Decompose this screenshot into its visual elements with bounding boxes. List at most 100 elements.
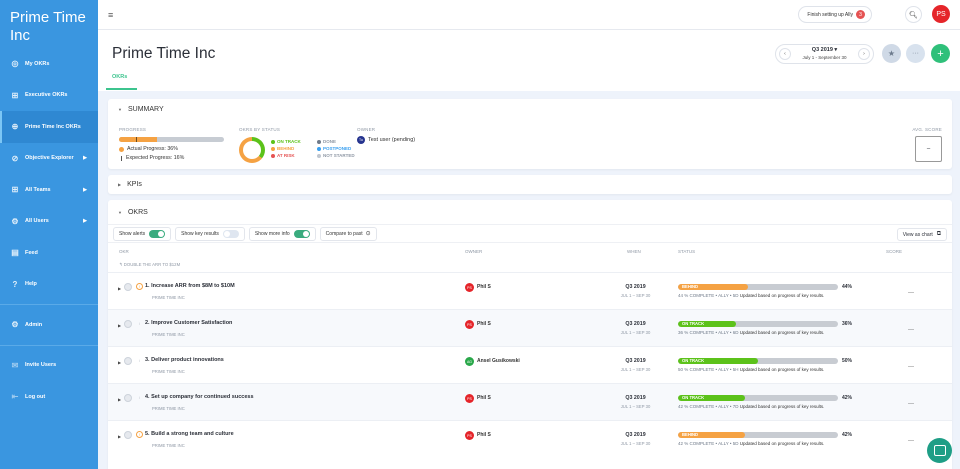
star-icon[interactable]: ★ [882,44,901,63]
status-label: OKRS BY STATUS [239,127,281,132]
show-alerts-toggle[interactable]: Show alerts [113,226,172,241]
compare-to-past-button[interactable]: Compare to past ⊙ [319,226,377,241]
period-selector[interactable]: ‹ Q3 2019 ▾ July 1 - September 30 › [775,44,874,64]
warning-icon[interactable]: ! [136,283,143,290]
expand-caret-icon[interactable]: ▶ [118,397,122,402]
sidebar-item-invite-users[interactable]: ✉ Invite Users [0,350,98,382]
summary-header[interactable]: ▼ SUMMARY [108,99,952,119]
summary-section: ▼ SUMMARY PROGRESS Actual Progress: 36% E… [108,99,952,169]
status-progress-bar: ON TRACK [678,358,838,364]
toggle-switch[interactable] [149,229,166,238]
owner-avatar: AG [465,357,474,366]
view-as-chart-button[interactable]: View as chart ⧉ [896,228,947,241]
search-icon[interactable]: 🔍︎ [905,6,922,23]
status-badge: ON TRACK [678,321,736,327]
sidebar-item-help[interactable]: ? Help [0,269,98,301]
okr-row[interactable]: ▶ ! 1. Increase ARR from $8M to $10M PRI… [108,272,952,309]
status-badge: BEHIND [678,432,746,438]
finish-setup-button[interactable]: Finish setting up Ally 3 [798,6,872,23]
logout-icon: ⇤ [11,392,19,402]
parent-objective[interactable]: ↰ DOUBLE THE ARR TO $12M [119,262,181,267]
add-icon[interactable]: + [931,44,950,63]
show-key-results-toggle[interactable]: Show key results [175,226,245,241]
status-progress-bar: BEHIND [678,284,838,290]
owner-name[interactable]: Phil S [477,284,491,290]
warning-icon[interactable]: ! [136,431,143,438]
when-dates: JUL 1 – SEP 30 [620,293,651,298]
hamburger-menu-icon[interactable]: ≡ [108,9,114,20]
owner-name[interactable]: Phil S [477,432,491,438]
info-icon[interactable]: i [139,395,140,400]
progress-percent: 42% [842,432,853,438]
status-meta: 44 % COMPLETE • ALLY • 5D Updated based … [678,293,825,298]
owner-name[interactable]: Phil S [477,321,491,327]
prev-period-icon[interactable]: ‹ [779,48,791,60]
envelope-icon: ✉ [11,360,19,370]
toggle-switch[interactable] [293,229,310,238]
sidebar-item-admin[interactable]: ⚙ Admin [0,309,98,341]
chat-widget-icon[interactable] [927,438,952,463]
okrs-header[interactable]: ▼ OKRS [108,200,952,224]
toggle-switch[interactable] [222,229,239,238]
progress-percent: 36% [842,321,853,327]
okr-team: PRIME TIME INC [152,332,185,337]
okr-title[interactable]: 1. Increase ARR from $8M to $10M [145,283,235,289]
status-legend-item: POSTPONED [317,146,351,151]
expand-caret-icon[interactable]: ▶ [118,286,122,291]
col-okr: OKR [119,249,129,254]
okrs-title: OKRS [127,208,148,216]
expand-caret-icon[interactable]: ▶ [118,323,122,328]
status-badge: ON TRACK [678,395,746,401]
tab-okrs[interactable]: OKRs [112,74,128,80]
sidebar-divider [0,304,98,305]
okr-title[interactable]: 2. Improve Customer Satisfaction [145,320,233,326]
okr-title[interactable]: 4. Set up company for continued success [145,394,254,400]
user-avatar[interactable]: PS [932,5,950,23]
teams-icon: ⊞ [11,185,19,195]
okr-title[interactable]: 5. Build a strong team and culture [145,431,234,437]
sidebar-item-all-teams[interactable]: ⊞ All Teams ▶ [0,174,98,206]
help-icon: ? [12,279,18,289]
sidebar-item-label: Help [25,281,37,288]
expand-caret-icon[interactable]: ▶ [118,434,122,439]
next-period-icon[interactable]: › [858,48,870,60]
sidebar-item-log-out[interactable]: ⇤ Log out [0,381,98,413]
owner-name[interactable]: Ansel Gusikowski [477,358,520,364]
sidebar-item-prime-time-inc-okrs[interactable]: ⊕ Prime Time Inc OKRs [0,111,98,143]
sidebar-item-objective-explorer[interactable]: ⊘ Objective Explorer ▶ [0,143,98,175]
more-options-icon[interactable]: ··· [906,44,925,63]
chevron-right-icon: ▶ [83,155,87,162]
parent-arrow-icon: ↰ [119,262,124,267]
globe-icon [124,431,132,439]
summary-title: SUMMARY [127,105,164,113]
kpis-header[interactable]: ▶ KPIs [108,175,952,194]
sidebar-item-my-okrs[interactable]: ◎ My OKRs [0,48,98,80]
okr-row[interactable]: ▶ i 4. Set up company for continued succ… [108,383,952,420]
okr-team: PRIME TIME INC [152,295,185,300]
expand-caret-icon[interactable]: ▶ [118,360,122,365]
okr-row[interactable]: ▶ i 2. Improve Customer Satisfaction PRI… [108,309,952,346]
sidebar-item-all-users[interactable]: ⚙ All Users ▶ [0,206,98,238]
owner-name[interactable]: Phil S [477,395,491,401]
okr-row[interactable]: ▶ ! 5. Build a strong team and culture P… [108,420,952,457]
owner-avatar: PS [465,394,474,403]
compass-icon: ⊘ [11,153,19,163]
status-legend-item: BEHIND [271,146,294,151]
okr-team: PRIME TIME INC [152,406,185,411]
chevron-right-icon: ▶ [83,218,87,225]
globe-icon: ⊕ [11,122,19,132]
sidebar-item-executive-okrs[interactable]: ⊞ Executive OKRs [0,80,98,112]
col-owner: OWNER [465,249,483,254]
when-dates: JUL 1 – SEP 30 [620,330,651,335]
info-icon[interactable]: i [139,321,140,326]
show-more-info-toggle[interactable]: Show more info [248,226,316,241]
owner-name[interactable]: Test user (pending) [368,137,416,143]
period-quarter[interactable]: Q3 2019 ▾ [811,47,838,53]
okr-row[interactable]: ▶ i 3. Deliver product innovations PRIME… [108,346,952,383]
sidebar-item-feed[interactable]: ▤ Feed [0,237,98,269]
when-quarter: Q3 2019 [625,284,646,290]
okr-title[interactable]: 3. Deliver product innovations [145,357,224,363]
kpis-section: ▶ KPIs [108,175,952,194]
progress-percent: 44% [842,284,853,290]
info-icon[interactable]: i [139,358,140,363]
